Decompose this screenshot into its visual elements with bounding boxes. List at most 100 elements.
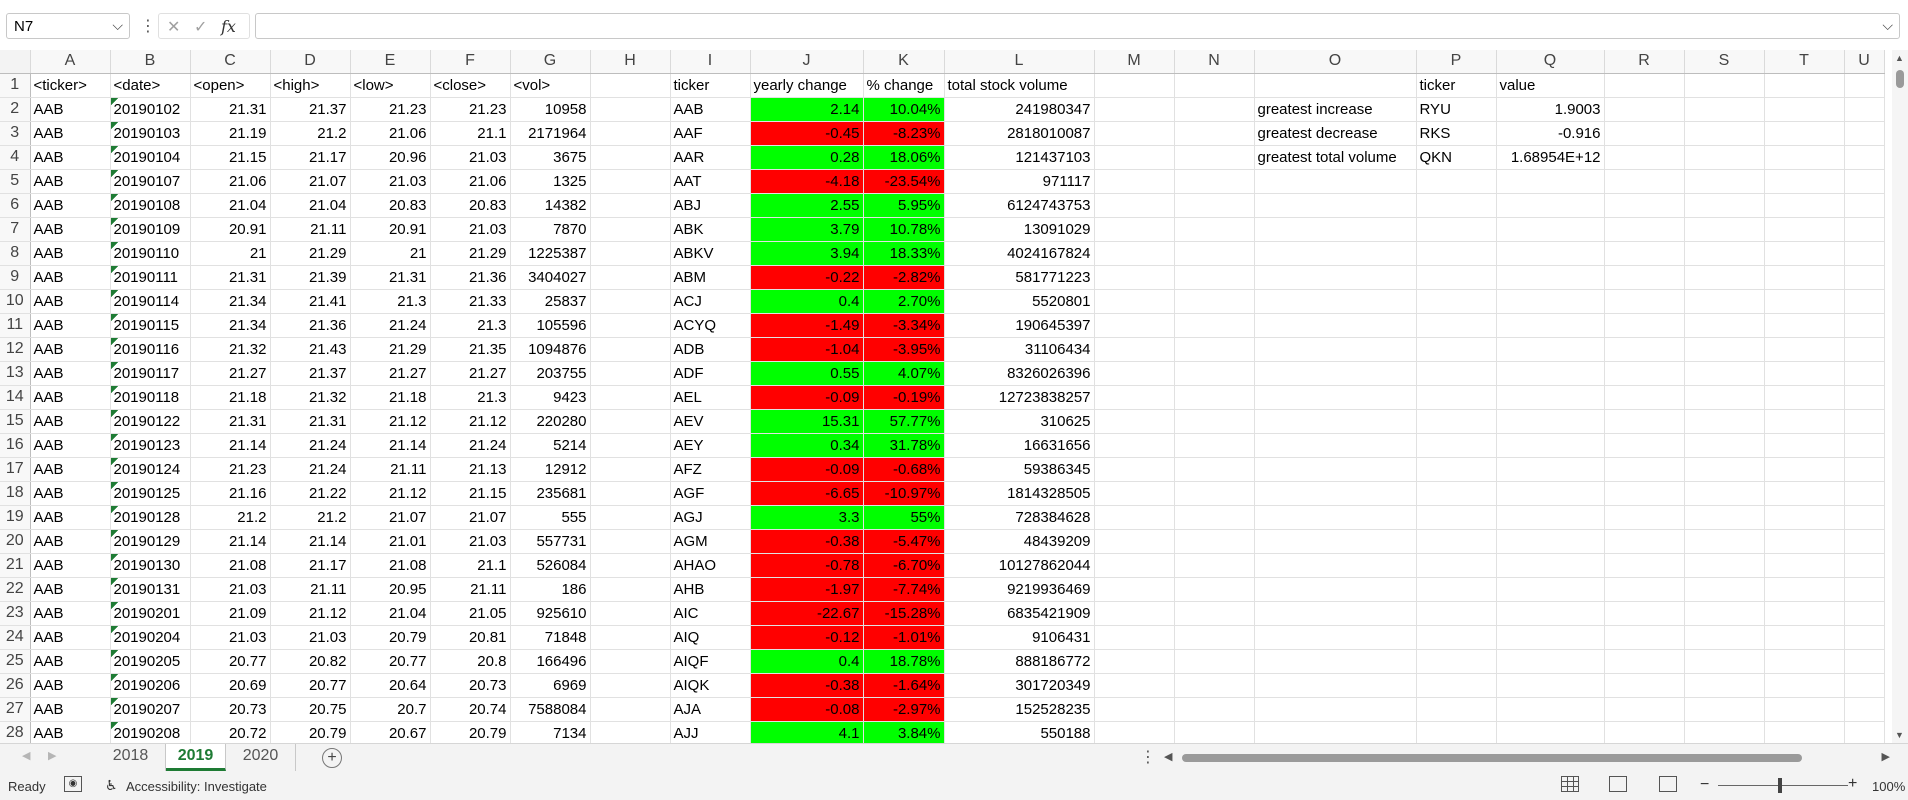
cell-Q5[interactable] (1496, 169, 1605, 194)
cell-U20[interactable] (1844, 529, 1885, 554)
cell-P16[interactable] (1416, 433, 1497, 458)
cell-H7[interactable] (590, 217, 671, 242)
cell-O24[interactable] (1254, 625, 1417, 650)
cell-M17[interactable] (1094, 457, 1175, 482)
cell-F14[interactable]: 21.3 (430, 385, 511, 410)
cell-N18[interactable] (1174, 481, 1255, 506)
cell-U4[interactable] (1844, 145, 1885, 170)
cell-N4[interactable] (1174, 145, 1255, 170)
cell-B6[interactable]: 20190108 (110, 193, 191, 218)
cell-H1[interactable] (590, 73, 671, 98)
cell-E13[interactable]: 21.27 (350, 361, 431, 386)
cell-S13[interactable] (1684, 361, 1765, 386)
cell-J2[interactable]: 2.14 (750, 97, 864, 122)
cell-S21[interactable] (1684, 553, 1765, 578)
cell-D20[interactable]: 21.14 (270, 529, 351, 554)
cell-S12[interactable] (1684, 337, 1765, 362)
column-header-H[interactable]: H (590, 50, 671, 74)
cell-U23[interactable] (1844, 601, 1885, 626)
cell-Q16[interactable] (1496, 433, 1605, 458)
sheet-tab-2019[interactable]: 2019 (166, 744, 226, 771)
cell-G25[interactable]: 166496 (510, 649, 591, 674)
cell-I27[interactable]: AJA (670, 697, 751, 722)
cell-H21[interactable] (590, 553, 671, 578)
cell-M25[interactable] (1094, 649, 1175, 674)
cell-O8[interactable] (1254, 241, 1417, 266)
cell-P7[interactable] (1416, 217, 1497, 242)
cell-Q12[interactable] (1496, 337, 1605, 362)
cell-R8[interactable] (1604, 241, 1685, 266)
cell-E12[interactable]: 21.29 (350, 337, 431, 362)
cell-T4[interactable] (1764, 145, 1845, 170)
cell-B20[interactable]: 20190129 (110, 529, 191, 554)
cell-I8[interactable]: ABKV (670, 241, 751, 266)
cell-P5[interactable] (1416, 169, 1497, 194)
cell-I1[interactable]: ticker (670, 73, 751, 98)
horizontal-scrollbar[interactable]: ◀ ▶ (1162, 750, 1892, 766)
cell-D19[interactable]: 21.2 (270, 505, 351, 530)
horizontal-scroll-thumb[interactable] (1182, 754, 1802, 762)
cell-K15[interactable]: 57.77% (863, 409, 945, 434)
cell-K5[interactable]: -23.54% (863, 169, 945, 194)
cell-L9[interactable]: 581771223 (944, 265, 1095, 290)
cell-H28[interactable] (590, 721, 671, 743)
cell-P23[interactable] (1416, 601, 1497, 626)
cell-L13[interactable]: 8326026396 (944, 361, 1095, 386)
cell-B22[interactable]: 20190131 (110, 577, 191, 602)
cell-B16[interactable]: 20190123 (110, 433, 191, 458)
cell-Q6[interactable] (1496, 193, 1605, 218)
cell-C26[interactable]: 20.69 (190, 673, 271, 698)
cell-B1[interactable]: <date> (110, 73, 191, 98)
cell-T28[interactable] (1764, 721, 1845, 743)
cell-N16[interactable] (1174, 433, 1255, 458)
cell-E16[interactable]: 21.14 (350, 433, 431, 458)
zoom-in-icon[interactable]: + (1848, 775, 1858, 792)
cell-H25[interactable] (590, 649, 671, 674)
cell-I15[interactable]: AEV (670, 409, 751, 434)
name-box[interactable]: N7 ⌵ (6, 13, 130, 39)
cell-R11[interactable] (1604, 313, 1685, 338)
cell-M22[interactable] (1094, 577, 1175, 602)
cell-O9[interactable] (1254, 265, 1417, 290)
cell-M10[interactable] (1094, 289, 1175, 314)
cell-C8[interactable]: 21 (190, 241, 271, 266)
cell-E20[interactable]: 21.01 (350, 529, 431, 554)
cell-L11[interactable]: 190645397 (944, 313, 1095, 338)
cell-N26[interactable] (1174, 673, 1255, 698)
cell-R13[interactable] (1604, 361, 1685, 386)
cell-T8[interactable] (1764, 241, 1845, 266)
cell-I28[interactable]: AJJ (670, 721, 751, 743)
cell-L25[interactable]: 888186772 (944, 649, 1095, 674)
cell-K1[interactable]: % change (863, 73, 945, 98)
cell-C1[interactable]: <open> (190, 73, 271, 98)
cell-Q17[interactable] (1496, 457, 1605, 482)
cell-U21[interactable] (1844, 553, 1885, 578)
cell-F26[interactable]: 20.73 (430, 673, 511, 698)
cell-K27[interactable]: -2.97% (863, 697, 945, 722)
cell-R2[interactable] (1604, 97, 1685, 122)
cell-T19[interactable] (1764, 505, 1845, 530)
cell-L20[interactable]: 48439209 (944, 529, 1095, 554)
cell-R27[interactable] (1604, 697, 1685, 722)
macro-record-icon[interactable]: ◉ (64, 776, 82, 792)
cell-L12[interactable]: 31106434 (944, 337, 1095, 362)
row-header[interactable]: 18 (0, 481, 31, 506)
cell-I6[interactable]: ABJ (670, 193, 751, 218)
more-options-icon[interactable]: ⋮ (1140, 749, 1156, 766)
cell-U15[interactable] (1844, 409, 1885, 434)
cell-H2[interactable] (590, 97, 671, 122)
cell-R20[interactable] (1604, 529, 1685, 554)
column-header-B[interactable]: B (110, 50, 191, 74)
cell-Q24[interactable] (1496, 625, 1605, 650)
cell-Q22[interactable] (1496, 577, 1605, 602)
cell-O27[interactable] (1254, 697, 1417, 722)
cell-S2[interactable] (1684, 97, 1765, 122)
cell-Q20[interactable] (1496, 529, 1605, 554)
zoom-slider[interactable] (1718, 785, 1848, 786)
cell-E11[interactable]: 21.24 (350, 313, 431, 338)
cell-D8[interactable]: 21.29 (270, 241, 351, 266)
cell-G23[interactable]: 925610 (510, 601, 591, 626)
select-all-corner[interactable] (0, 50, 31, 74)
row-header[interactable]: 6 (0, 193, 31, 218)
cell-U18[interactable] (1844, 481, 1885, 506)
